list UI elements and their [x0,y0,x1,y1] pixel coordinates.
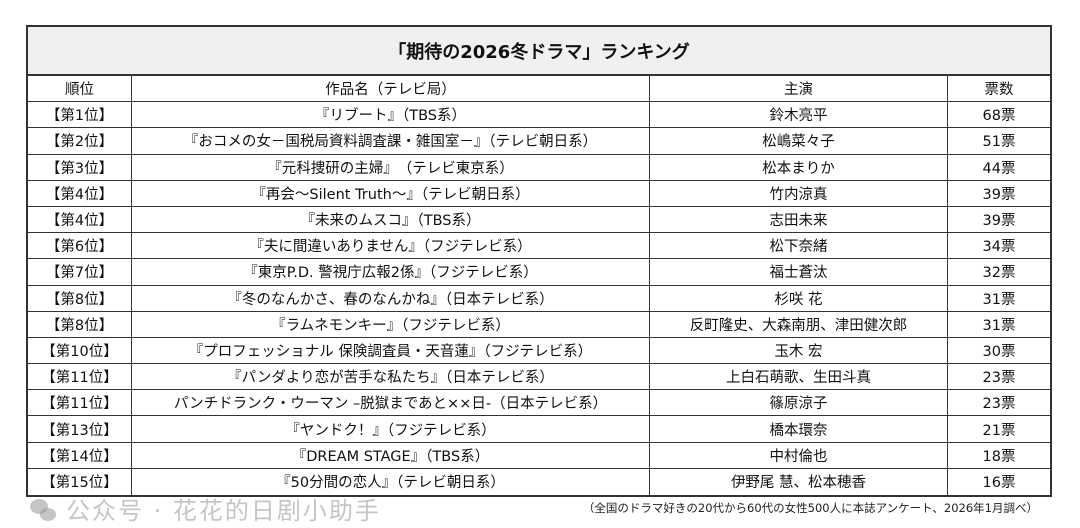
cell-votes: 44票 [982,160,1016,177]
cell-lead: 反町隆史、大森南朋、津田健次郎 [650,311,948,337]
cell-lead: 伊野尾 慧、松本穂香 [650,468,948,495]
table-row: 【第15位】 『50分間の恋人』（テレビ朝日系） 伊野尾 慧、松本穂香 16票 [28,468,1050,495]
cell-title: 『未来のムスコ』（TBS系） [132,206,650,233]
cell-votes: 51票 [982,134,1016,151]
ranking-table: 「期待の2026冬ドラマ」ランキング 順位 作品名（テレビ局） 主演 票数 【第… [26,25,1052,497]
cell-lead: 竹内涼真 [650,180,948,206]
cell-rank: 【第4位】 [28,180,132,206]
cell-rank: 【第2位】 [28,128,132,154]
cell-rank: 【第3位】 [28,154,132,180]
table-row: 【第3位】 『元科捜研の主婦』 （テレビ東京系） 松本まりか 44票 [28,154,1050,181]
cell-votes: 32票 [982,265,1016,282]
cell-rank: 【第11位】 [28,364,132,390]
cell-votes: 21票 [982,422,1016,439]
cell-lead: 上白石萌歌、生田斗真 [650,364,948,390]
cell-votes: 31票 [982,317,1016,334]
table-row: 【第13位】 『ヤンドク！』（フジテレビ系） 橋本環奈 21票 [28,416,1050,443]
table-row: 【第10位】 『プロフェッショナル 保険調査員・天音蓮』（フジテレビ系） 玉木 宏 3… [28,337,1050,365]
cell-rank: 【第7位】 [28,259,132,285]
cell-lead: 松嶋菜々子 [650,128,948,154]
cell-title: 『夫に間違いありません』（フジテレビ系） [132,233,650,259]
cell-rank: 【第15位】 [28,468,132,495]
footnote: （全国のドラマ好きの20代から60代の女性500人に本誌アンケート、2026年1… [582,501,1038,515]
cell-title: 『冬のなんかさ、春のなんかね』（日本テレビ系） [132,285,650,311]
table-row: 【第11位】 パンチドランク・ウーマン –脱獄まであと××日-（日本テレビ系） 篠原… [28,390,1050,417]
cell-rank: 【第6位】 [28,233,132,259]
cell-votes: 68票 [982,108,1016,125]
cell-rank: 【第8位】 [28,311,132,337]
table-row: 【第7位】 『東京P.D. 警視庁広報2係』（フジテレビ系） 福士蒼汰 32票 [28,259,1050,286]
cell-title: 『DREAM STAGE』（TBS系） [132,442,650,468]
cell-votes: 30票 [982,343,1016,360]
header-votes: 票数 [984,82,1014,99]
table-row: 【第2位】 『おコメの女－国税局資料調査課・雑国室－』（テレビ朝日系） 松嶋菜々子 5… [28,128,1050,155]
cell-rank: 【第10位】 [28,337,132,364]
cell-lead: 杉咲 花 [650,285,948,311]
table-title: 「期待の2026冬ドラマ」ランキング [28,27,1050,76]
table-row: 【第8位】 『冬のなんかさ、春のなんかね』（日本テレビ系） 杉咲 花 31票 [28,285,1050,312]
cell-lead: 橋本環奈 [650,416,948,442]
cell-rank: 【第13位】 [28,416,132,442]
cell-title: 『ラムネモンキー』（フジテレビ系） [132,311,650,337]
cell-title: 『元科捜研の主婦』 （テレビ東京系） [132,154,650,180]
cell-votes: 16票 [982,475,1016,492]
cell-rank: 【第4位】 [28,206,132,233]
cell-title: 『おコメの女－国税局資料調査課・雑国室－』（テレビ朝日系） [132,128,650,154]
cell-rank: 【第14位】 [28,442,132,468]
cell-votes: 23票 [982,396,1016,413]
table-row: 【第4位】 『未来のムスコ』（TBS系） 志田未来 39票 [28,206,1050,234]
cell-title: 『リブート』（TBS系） [132,102,650,128]
cell-votes: 39票 [982,186,1016,203]
cell-lead: 志田未来 [650,206,948,233]
cell-title: 『パンダより恋が苦手な私たち』（日本テレビ系） [132,364,650,390]
cell-votes: 39票 [982,213,1016,230]
header-title: 作品名（テレビ局） [132,76,650,102]
cell-title: 『プロフェッショナル 保険調査員・天音蓮』（フジテレビ系） [132,337,650,364]
cell-title: 『再会～Silent Truth～』（テレビ朝日系） [132,180,650,206]
cell-rank: 【第8位】 [28,285,132,311]
watermark-text: 公众号 · 花花的日剧小助手 [66,497,381,525]
table-row: 【第1位】 『リブート』（TBS系） 鈴木亮平 68票 [28,102,1050,129]
cell-lead: 福士蒼汰 [650,259,948,285]
cell-lead: 松下奈緒 [650,233,948,259]
table-row: 【第6位】 『夫に間違いありません』（フジテレビ系） 松下奈緒 34票 [28,233,1050,260]
wechat-icon [30,499,58,523]
table-row: 【第4位】 『再会～Silent Truth～』（テレビ朝日系） 竹内涼真 39票 [28,180,1050,207]
cell-lead: 玉木 宏 [650,337,948,364]
cell-votes: 23票 [982,370,1016,387]
cell-lead: 松本まりか [650,154,948,180]
cell-lead: 篠原涼子 [650,390,948,416]
cell-votes: 18票 [982,448,1016,465]
cell-lead: 中村倫也 [650,442,948,468]
cell-votes: 34票 [982,239,1016,256]
cell-title: 『50分間の恋人』（テレビ朝日系） [132,468,650,495]
cell-title: パンチドランク・ウーマン –脱獄まであと××日-（日本テレビ系） [132,390,650,416]
table-row: 【第8位】 『ラムネモンキー』（フジテレビ系） 反町隆史、大森南朋、津田健次郎 31票 [28,311,1050,338]
cell-rank: 【第1位】 [28,102,132,128]
header-rank: 順位 [28,76,132,102]
header-lead: 主演 [650,76,948,102]
table-body: 【第1位】 『リブート』（TBS系） 鈴木亮平 68票【第2位】 『おコメの女－国税局資… [28,102,1050,495]
cell-votes: 31票 [982,291,1016,308]
cell-lead: 鈴木亮平 [650,102,948,128]
cell-title: 『東京P.D. 警視庁広報2係』（フジテレビ系） [132,259,650,285]
cell-title: 『ヤンドク！』（フジテレビ系） [132,416,650,442]
table-row: 【第14位】 『DREAM STAGE』（TBS系） 中村倫也 18票 [28,442,1050,469]
cell-rank: 【第11位】 [28,390,132,416]
table-row: 【第11位】 『パンダより恋が苦手な私たち』（日本テレビ系） 上白石萌歌、生田斗真 2… [28,364,1050,391]
watermark: 公众号 · 花花的日剧小助手 [30,497,381,525]
header-row: 順位 作品名（テレビ局） 主演 票数 [28,76,1050,103]
